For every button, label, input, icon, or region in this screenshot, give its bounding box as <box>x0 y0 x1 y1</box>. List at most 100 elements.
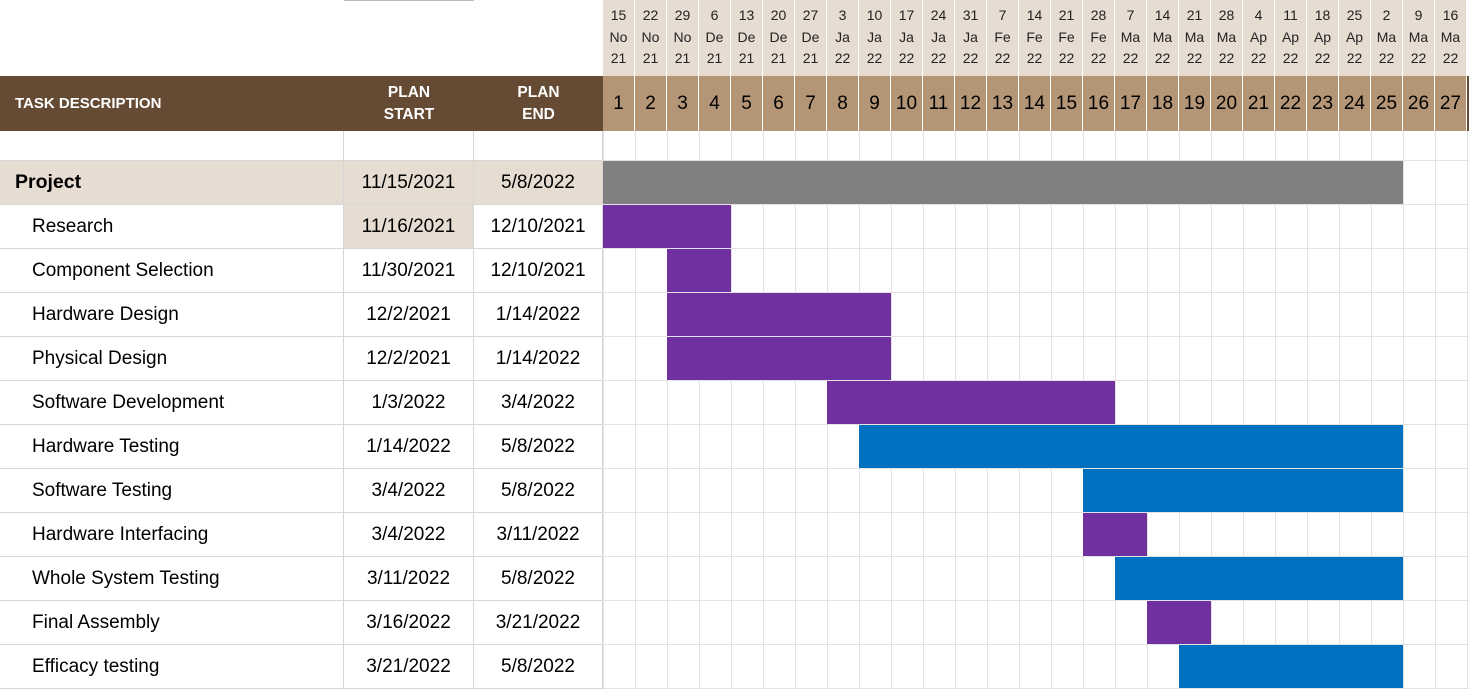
week-number: 9 <box>859 76 891 131</box>
task-bar[interactable] <box>827 381 1115 424</box>
week-date-month: Ma <box>1184 28 1205 45</box>
task-plan-end[interactable]: 5/8/2022 <box>474 161 603 204</box>
task-bar[interactable] <box>667 337 891 380</box>
task-table: Project 11/15/2021 5/8/2022 Research 11/16/2… <box>0 0 603 691</box>
task-plan-start[interactable]: 12/2/2021 <box>344 293 474 336</box>
week-date-cell: 13 De 21 <box>731 0 763 76</box>
project-summary-row[interactable]: Project 11/15/2021 5/8/2022 <box>0 161 603 205</box>
week-number: 16 <box>1083 76 1115 131</box>
task-plan-start[interactable]: 1/14/2022 <box>344 425 474 468</box>
week-number: 1 <box>603 76 635 131</box>
task-row[interactable]: Research 11/16/2021 12/10/2021 <box>0 205 603 249</box>
task-plan-end[interactable]: 12/10/2021 <box>474 205 603 248</box>
grid-line-vertical <box>1339 131 1340 689</box>
week-date-cell: 2 Ma 22 <box>1371 0 1403 76</box>
week-date-month: Ja <box>835 28 850 45</box>
week-date-month: Ja <box>963 28 978 45</box>
task-row[interactable]: Hardware Testing 1/14/2022 5/8/2022 <box>0 425 603 469</box>
week-date-cell: 15 No 21 <box>603 0 635 76</box>
week-date-day: 27 <box>802 7 819 23</box>
task-bar[interactable] <box>1147 601 1211 644</box>
task-plan-start[interactable]: 11/30/2021 <box>344 249 474 292</box>
task-plan-end[interactable]: 5/8/2022 <box>474 645 603 688</box>
week-date-cell: 16 Ma 22 <box>1435 0 1467 76</box>
week-date-month: Ma <box>1408 28 1429 45</box>
task-bar[interactable] <box>667 293 891 336</box>
task-plan-start[interactable]: 3/16/2022 <box>344 601 474 644</box>
task-row[interactable]: Hardware Design 12/2/2021 1/14/2022 <box>0 293 603 337</box>
grid-line-vertical <box>1307 131 1308 689</box>
week-date-month: No <box>673 28 692 45</box>
task-row[interactable]: Software Testing 3/4/2022 5/8/2022 <box>0 469 603 513</box>
task-plan-end[interactable]: 5/8/2022 <box>474 557 603 600</box>
task-bar[interactable] <box>1179 645 1403 688</box>
task-row[interactable]: Software Development 1/3/2022 3/4/2022 <box>0 381 603 425</box>
week-date-day: 28 <box>1218 7 1235 23</box>
week-date-month: Fe <box>994 28 1011 45</box>
task-bar[interactable] <box>859 425 1403 468</box>
task-plan-start[interactable]: 3/21/2022 <box>344 645 474 688</box>
task-name: Hardware Design <box>0 293 344 336</box>
task-name: Project <box>0 161 344 204</box>
task-plan-end[interactable]: 1/14/2022 <box>474 293 603 336</box>
task-row[interactable]: Whole System Testing 3/11/2022 5/8/2022 <box>0 557 603 601</box>
task-plan-start[interactable]: 3/4/2022 <box>344 513 474 556</box>
week-date-day: 18 <box>1314 7 1331 23</box>
task-row[interactable]: Component Selection 11/30/2021 12/10/2021 <box>0 249 603 293</box>
task-bar[interactable] <box>1115 557 1403 600</box>
week-date-cell: 21 Ma 22 <box>1179 0 1211 76</box>
week-date-year: 21 <box>770 50 787 66</box>
week-date-cell: 6 De 21 <box>699 0 731 76</box>
task-plan-end[interactable]: 5/8/2022 <box>474 425 603 468</box>
task-plan-start[interactable]: 3/4/2022 <box>344 469 474 512</box>
task-plan-end[interactable]: 3/21/2022 <box>474 601 603 644</box>
grid-line-horizontal <box>603 644 1469 645</box>
week-date-year: 22 <box>1250 50 1267 66</box>
task-row[interactable]: Hardware Interfacing 3/4/2022 3/11/2022 <box>0 513 603 557</box>
task-bar[interactable] <box>1083 469 1403 512</box>
grid-line-vertical <box>635 131 636 689</box>
week-date-day: 14 <box>1026 7 1043 23</box>
task-name: Hardware Testing <box>0 425 344 468</box>
grid-line-horizontal <box>603 512 1469 513</box>
week-date-day: 3 <box>838 7 847 23</box>
week-number: 3 <box>667 76 699 131</box>
week-date-cell: 20 De 21 <box>763 0 795 76</box>
task-plan-end[interactable]: 3/4/2022 <box>474 381 603 424</box>
grid-line-horizontal <box>603 336 1469 337</box>
week-date-month: Ja <box>931 28 946 45</box>
week-number: 19 <box>1179 76 1211 131</box>
plan-start-line2: START <box>383 106 435 123</box>
project-summary-bar[interactable] <box>603 161 1403 204</box>
week-date-year: 22 <box>930 50 947 66</box>
grid-line-vertical <box>1115 131 1116 689</box>
task-plan-end[interactable]: 1/14/2022 <box>474 337 603 380</box>
task-plan-start[interactable]: 12/2/2021 <box>344 337 474 380</box>
task-plan-end[interactable]: 5/8/2022 <box>474 469 603 512</box>
grid-line-vertical <box>795 131 796 689</box>
week-date-year: 21 <box>610 50 627 66</box>
grid-line-vertical <box>1275 131 1276 689</box>
task-plan-end[interactable]: 3/11/2022 <box>474 513 603 556</box>
grid-line-vertical <box>1147 131 1148 689</box>
top-cell-border <box>344 0 474 1</box>
week-date-year: 22 <box>1058 50 1075 66</box>
week-date-year: 22 <box>1090 50 1107 66</box>
task-bar[interactable] <box>667 249 731 292</box>
task-plan-start[interactable]: 11/16/2021 <box>344 205 474 248</box>
task-name: Research <box>0 205 344 248</box>
task-plan-start[interactable]: 3/11/2022 <box>344 557 474 600</box>
grid-line-vertical <box>699 131 700 689</box>
task-plan-start[interactable]: 11/15/2021 <box>344 161 474 204</box>
task-row[interactable]: Final Assembly 3/16/2022 3/21/2022 <box>0 601 603 645</box>
task-plan-start[interactable]: 1/3/2022 <box>344 381 474 424</box>
task-bar[interactable] <box>1083 513 1147 556</box>
task-row[interactable]: Physical Design 12/2/2021 1/14/2022 <box>0 337 603 381</box>
week-date-year: 22 <box>866 50 883 66</box>
week-date-day: 28 <box>1090 7 1107 23</box>
task-bar[interactable] <box>603 205 731 248</box>
week-date-year: 21 <box>706 50 723 66</box>
week-date-month: No <box>609 28 628 45</box>
task-plan-end[interactable]: 12/10/2021 <box>474 249 603 292</box>
task-row[interactable]: Efficacy testing 3/21/2022 5/8/2022 <box>0 645 603 689</box>
